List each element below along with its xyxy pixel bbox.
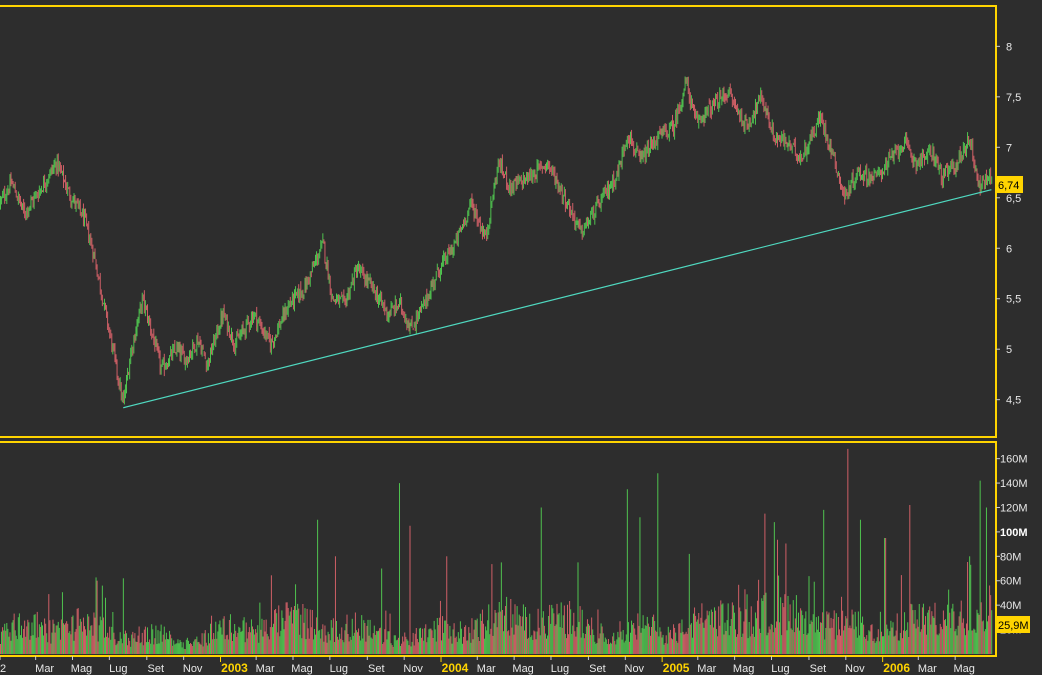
- month-label: Lug: [551, 663, 569, 675]
- month-label: Mag: [512, 663, 533, 675]
- price-panel: 8 7,5 7 6,5 6 5,5 5 4,5 6,74: [0, 5, 1023, 438]
- month-label: Nov: [845, 663, 865, 675]
- volume-tick-label: 60M: [1000, 576, 1021, 588]
- volume-panel-frame: [0, 441, 997, 657]
- volume-tick-label: 160M: [1000, 454, 1028, 466]
- volume-bars: [0, 448, 993, 654]
- price-tick-label: 7: [1006, 142, 1012, 154]
- volume-axis: 160M140M120M100M80M60M40M20M: [996, 454, 1028, 637]
- volume-tick-label: 80M: [1000, 551, 1021, 563]
- price-tick-label: 4,5: [1006, 395, 1021, 407]
- volume-panel: 160M140M120M100M80M60M40M20M 25,9M: [0, 441, 1030, 657]
- month-label: 2: [0, 663, 6, 675]
- support-trendline: [123, 189, 992, 409]
- year-label: 2003: [221, 661, 248, 675]
- month-label: Nov: [625, 663, 645, 675]
- volume-last-value: 25,9M: [998, 620, 1029, 632]
- volume-tick-label: 40M: [1000, 600, 1021, 612]
- time-axis: 2 Mar Mag Lug Set Nov Mar Mag Lug Set Nov Mar Mag Lug…: [0, 656, 975, 675]
- volume-last-value-badge: 25,9M: [996, 616, 1030, 633]
- month-label: Mar: [918, 663, 937, 675]
- month-label: Mag: [953, 663, 974, 675]
- month-label: Set: [368, 663, 385, 675]
- month-label: Mag: [291, 663, 312, 675]
- month-label: Mar: [697, 663, 716, 675]
- volume-tick-label: 120M: [1000, 502, 1028, 514]
- month-label: Mar: [256, 663, 275, 675]
- month-label: Lug: [330, 663, 348, 675]
- month-label: Lug: [771, 663, 789, 675]
- price-tick-label: 6: [1006, 243, 1012, 255]
- volume-tick-label: 140M: [1000, 478, 1028, 490]
- month-label: Mar: [477, 663, 496, 675]
- price-tick-label: 7,5: [1006, 92, 1021, 104]
- price-tick-label: 8: [1006, 41, 1012, 53]
- price-tick-label: 6,5: [1006, 193, 1021, 205]
- price-last-value-badge: 6,74: [996, 176, 1023, 193]
- month-label: Lug: [109, 663, 127, 675]
- month-label: Set: [148, 663, 165, 675]
- month-label: Nov: [183, 663, 203, 675]
- price-tick-label: 5,5: [1006, 294, 1021, 306]
- month-label: Set: [589, 663, 606, 675]
- year-label: 2005: [663, 661, 690, 675]
- price-last-value: 6,74: [998, 180, 1019, 192]
- month-label: Nov: [403, 663, 423, 675]
- volume-tick-label: 100M: [1000, 527, 1028, 539]
- month-label: Mar: [35, 663, 54, 675]
- price-tick-label: 5: [1006, 344, 1012, 356]
- year-label: 2004: [442, 661, 469, 675]
- year-label: 2006: [883, 661, 910, 675]
- month-label: Mag: [733, 663, 754, 675]
- price-axis: 8 7,5 7 6,5 6 5,5 5 4,5: [996, 41, 1021, 407]
- month-label: Set: [810, 663, 827, 675]
- price-candles: [0, 76, 993, 405]
- price-panel-frame: [0, 5, 997, 438]
- month-label: Mag: [71, 663, 92, 675]
